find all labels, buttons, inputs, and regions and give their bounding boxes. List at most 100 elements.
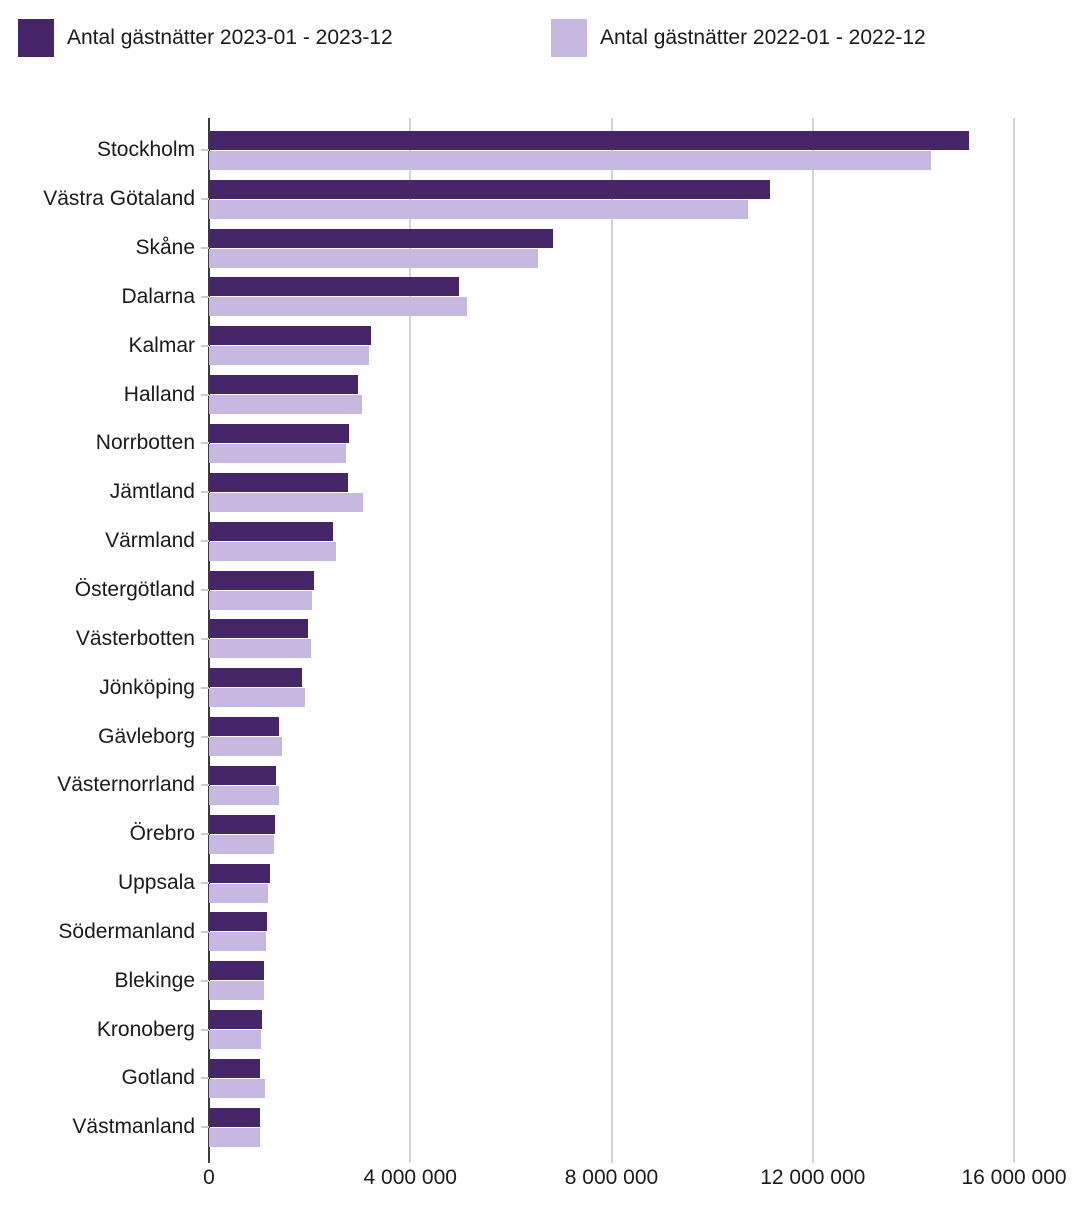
bar-2023[interactable] [209, 228, 553, 248]
bar-group [201, 619, 1014, 659]
bar-group [201, 277, 1014, 317]
bar-2023[interactable] [209, 326, 371, 346]
category-label: Västernorrland [57, 773, 195, 797]
category-label: Östergötland [74, 578, 195, 602]
bar-2022[interactable] [209, 639, 312, 659]
bar-2023[interactable] [209, 961, 264, 981]
bar-2023[interactable] [209, 130, 969, 150]
bar-2023[interactable] [209, 1058, 260, 1078]
bar-2023[interactable] [209, 765, 276, 785]
x-tick-label: 16 000 000 [961, 1166, 1067, 1189]
category-row: Kalmar [0, 321, 1080, 370]
bar-group [201, 1010, 1014, 1050]
bar-2022[interactable] [209, 1078, 265, 1098]
category-tick [201, 784, 209, 787]
bar-2023[interactable] [209, 472, 348, 492]
category-label: Blekinge [114, 968, 195, 992]
category-label: Uppsala [117, 871, 195, 895]
gridlines [209, 118, 1015, 1157]
category-row: Gävleborg [0, 712, 1080, 761]
bar-2023[interactable] [209, 423, 349, 443]
x-axis-tick [610, 1157, 613, 1163]
bar-2023[interactable] [209, 570, 314, 590]
category-row: Örebro [0, 810, 1080, 859]
bar-2023[interactable] [209, 863, 271, 883]
category-label: Dalarna [121, 284, 195, 308]
category-label: Skåne [135, 236, 195, 260]
gridline [409, 118, 412, 1157]
legend: Antal gästnätter 2023-01 - 2023-12 Antal… [0, 0, 1080, 80]
x-axis-tick [409, 1157, 412, 1163]
bar-2022[interactable] [209, 248, 538, 268]
bar-group [201, 130, 1014, 170]
bar-2022[interactable] [209, 492, 363, 512]
x-tick-label: 4 000 000 [363, 1166, 457, 1189]
bar-2022[interactable] [209, 590, 313, 610]
bar-2023[interactable] [209, 814, 275, 834]
category-tick [201, 833, 209, 836]
category-label: Norrbotten [95, 431, 195, 455]
bar-2023[interactable] [209, 1107, 260, 1127]
category-label: Västerbotten [75, 626, 195, 650]
x-axis-tick [811, 1157, 814, 1163]
gridline [811, 118, 814, 1157]
category-tick [201, 1077, 209, 1080]
bar-2022[interactable] [209, 1127, 261, 1147]
category-row: Norrbotten [0, 419, 1080, 468]
bar-2022[interactable] [209, 395, 363, 415]
bar-2023[interactable] [209, 717, 280, 737]
bar-2022[interactable] [209, 150, 931, 170]
category-label: Västmanland [72, 1115, 195, 1139]
category-label: Kalmar [128, 333, 195, 357]
category-row: Kronoberg [0, 1005, 1080, 1054]
legend-item-2023[interactable]: Antal gästnätter 2023-01 - 2023-12 [18, 19, 393, 57]
legend-item-2022[interactable]: Antal gästnätter 2022-01 - 2022-12 [551, 19, 926, 57]
bar-2023[interactable] [209, 619, 309, 639]
bar-group [201, 912, 1014, 952]
bar-2022[interactable] [209, 199, 749, 219]
bar-2023[interactable] [209, 1010, 262, 1030]
category-row: Halland [0, 370, 1080, 419]
category-tick [201, 735, 209, 738]
bar-2023[interactable] [209, 375, 358, 395]
bar-2022[interactable] [209, 737, 283, 757]
bar-2023[interactable] [209, 277, 460, 297]
category-row: Uppsala [0, 859, 1080, 908]
category-tick [201, 540, 209, 543]
bar-2022[interactable] [209, 443, 346, 463]
category-row: Gotland [0, 1054, 1080, 1103]
bar-2022[interactable] [209, 541, 336, 561]
bar-group [201, 570, 1014, 610]
bar-2022[interactable] [209, 785, 279, 805]
bar-2023[interactable] [209, 912, 267, 932]
bar-2022[interactable] [209, 834, 275, 854]
x-tick-label: 8 000 000 [564, 1166, 659, 1189]
legend-label-2022: Antal gästnätter 2022-01 - 2022-12 [600, 26, 926, 49]
category-label: Halland [123, 382, 195, 406]
bar-group [201, 717, 1014, 757]
category-label: Södermanland [58, 919, 195, 943]
bar-2022[interactable] [209, 883, 268, 903]
category-label: Västra Götaland [43, 187, 195, 211]
bar-2022[interactable] [209, 981, 264, 1001]
bar-group [201, 1058, 1014, 1098]
category-tick [201, 589, 209, 592]
legend-label-2023: Antal gästnätter 2023-01 - 2023-12 [67, 26, 393, 49]
category-row: Skåne [0, 224, 1080, 273]
bar-2022[interactable] [209, 932, 266, 952]
bar-2022[interactable] [209, 688, 305, 708]
category-tick [201, 1126, 209, 1129]
bar-group [201, 961, 1014, 1001]
x-tick-label: 0 [203, 1166, 215, 1189]
bar-2022[interactable] [209, 346, 370, 366]
bar-2023[interactable] [209, 179, 770, 199]
bar-group [201, 423, 1014, 463]
bar-2023[interactable] [209, 521, 333, 541]
category-tick [201, 637, 209, 640]
bar-2022[interactable] [209, 297, 468, 317]
bar-group [201, 668, 1014, 708]
bar-2022[interactable] [209, 1030, 261, 1050]
category-label: Gotland [121, 1066, 195, 1090]
bar-2023[interactable] [209, 668, 302, 688]
